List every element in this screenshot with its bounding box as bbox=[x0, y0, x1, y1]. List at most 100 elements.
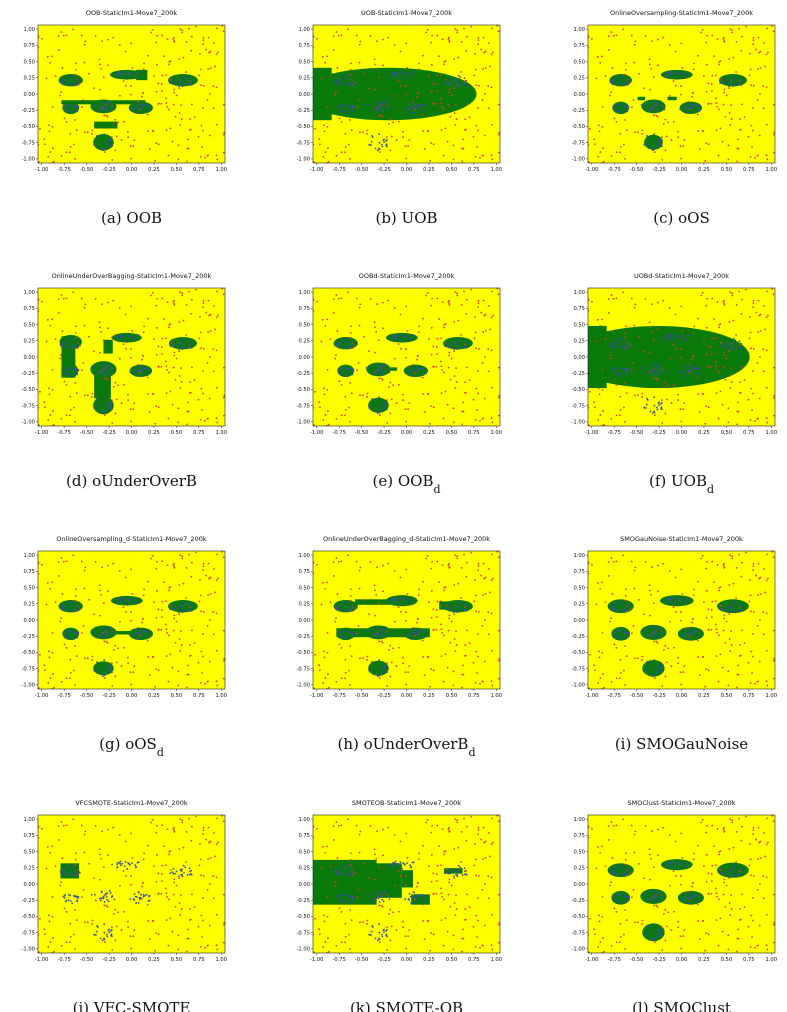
minority-point bbox=[62, 341, 65, 344]
minority-point bbox=[381, 669, 383, 672]
x-tick-label: -0.75 bbox=[332, 430, 345, 436]
majority-point bbox=[124, 874, 127, 877]
minority-point bbox=[352, 896, 355, 899]
majority-point bbox=[209, 92, 211, 95]
minority-point bbox=[106, 408, 109, 411]
majority-point bbox=[589, 653, 591, 656]
majority-point bbox=[189, 118, 192, 121]
minority-point bbox=[64, 630, 67, 632]
majority-point bbox=[698, 411, 701, 414]
minority-point bbox=[461, 84, 464, 86]
minority-point bbox=[652, 106, 655, 108]
majority-point bbox=[118, 307, 121, 309]
majority-point bbox=[181, 292, 184, 295]
majority-point bbox=[436, 74, 439, 77]
majority-point bbox=[51, 318, 53, 321]
majority-point bbox=[127, 662, 130, 665]
minority-point bbox=[385, 933, 388, 936]
minority-point bbox=[76, 635, 78, 638]
majority-point bbox=[390, 135, 393, 138]
minority-point bbox=[722, 77, 725, 80]
majority-point bbox=[69, 671, 72, 674]
x-tick-label: 0.50 bbox=[171, 957, 183, 963]
majority-point bbox=[329, 75, 332, 78]
majority-point bbox=[222, 366, 225, 369]
majority-point bbox=[349, 420, 351, 423]
minority-point bbox=[369, 635, 372, 638]
majority-point bbox=[215, 843, 218, 846]
minority-point bbox=[683, 109, 686, 111]
minority-point bbox=[73, 873, 75, 875]
majority-point bbox=[173, 88, 176, 91]
minority-point bbox=[108, 626, 111, 628]
majority-point bbox=[490, 612, 493, 615]
majority-point bbox=[664, 381, 667, 384]
caption-label: (f) bbox=[649, 472, 671, 490]
minority-point bbox=[138, 364, 141, 367]
majority-point bbox=[715, 392, 718, 395]
majority-point bbox=[80, 369, 83, 372]
majority-point bbox=[448, 830, 451, 832]
majority-point bbox=[208, 134, 211, 137]
majority-point bbox=[455, 644, 458, 646]
majority-point bbox=[497, 133, 500, 136]
majority-point bbox=[736, 160, 738, 163]
majority-point bbox=[74, 594, 77, 597]
majority-point bbox=[625, 325, 627, 328]
minority-point bbox=[685, 339, 688, 341]
minority-point bbox=[731, 83, 733, 86]
minority-point bbox=[106, 143, 108, 146]
majority-point bbox=[177, 421, 180, 424]
y-tick-label: -0.75 bbox=[22, 666, 35, 672]
majority-point bbox=[665, 661, 668, 664]
minority-point bbox=[63, 633, 66, 635]
majority-point bbox=[756, 888, 759, 891]
minority-point bbox=[345, 604, 348, 607]
majority-point bbox=[759, 593, 762, 595]
minority-point bbox=[375, 364, 378, 367]
majority-point bbox=[178, 638, 181, 640]
y-tick-label: 0.75 bbox=[298, 833, 310, 839]
majority-point bbox=[618, 941, 621, 944]
majority-point bbox=[120, 665, 123, 667]
majority-point bbox=[750, 124, 753, 127]
majority-point bbox=[49, 851, 52, 854]
minority-point bbox=[103, 147, 105, 150]
majority-point bbox=[757, 331, 760, 333]
majority-point bbox=[723, 91, 726, 94]
minority-point bbox=[410, 106, 413, 108]
majority-point bbox=[60, 617, 62, 620]
minority-point bbox=[401, 604, 404, 606]
majority-point bbox=[182, 56, 185, 59]
majority-point bbox=[715, 102, 718, 105]
majority-point bbox=[340, 824, 343, 827]
minority-point bbox=[653, 141, 656, 144]
majority-point bbox=[349, 683, 351, 686]
majority-point bbox=[359, 566, 362, 569]
majority-point bbox=[731, 557, 734, 560]
majority-point bbox=[430, 932, 433, 934]
minority-point bbox=[134, 337, 137, 340]
majority-point bbox=[729, 291, 732, 293]
minority-point bbox=[103, 901, 106, 903]
minority-point bbox=[172, 867, 175, 870]
minority-point bbox=[339, 630, 342, 632]
majority-point bbox=[491, 290, 493, 293]
minority-point bbox=[71, 375, 74, 378]
majority-point bbox=[480, 574, 482, 577]
minority-point bbox=[731, 348, 734, 351]
majority-point bbox=[654, 941, 656, 943]
minority-point bbox=[627, 632, 630, 635]
minority-point bbox=[175, 343, 178, 346]
majority-point bbox=[464, 118, 467, 121]
majority-point bbox=[453, 321, 456, 323]
majority-point bbox=[491, 817, 493, 820]
majority-point bbox=[731, 821, 734, 824]
minority-point bbox=[401, 78, 404, 80]
minority-point bbox=[145, 366, 148, 369]
majority-point bbox=[736, 423, 738, 426]
majority-point bbox=[168, 60, 171, 63]
majority-point bbox=[601, 915, 604, 918]
majority-point bbox=[601, 55, 603, 58]
majority-point bbox=[61, 593, 64, 595]
